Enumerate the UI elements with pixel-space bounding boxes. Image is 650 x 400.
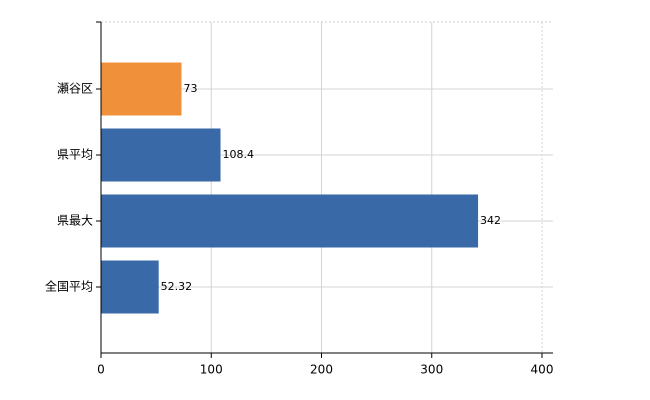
y-tick-label: 県最大 xyxy=(57,214,93,228)
bar xyxy=(101,260,159,314)
x-tick-label: 100 xyxy=(200,363,223,377)
value-label: 52.32 xyxy=(161,280,193,293)
y-tick-label: 全国平均 xyxy=(45,279,93,294)
x-tick-label: 0 xyxy=(97,363,105,377)
value-label: 342 xyxy=(480,214,501,227)
value-label: 108.4 xyxy=(223,148,255,161)
x-tick-label: 300 xyxy=(420,363,443,377)
value-label: 73 xyxy=(183,82,197,95)
bar xyxy=(101,128,221,182)
bar xyxy=(101,194,479,248)
y-tick-label: 県平均 xyxy=(57,148,93,162)
x-tick-label: 400 xyxy=(531,363,554,377)
y-tick-label: 瀬谷区 xyxy=(57,82,93,96)
x-tick-label: 200 xyxy=(310,363,333,377)
bar xyxy=(101,62,182,116)
